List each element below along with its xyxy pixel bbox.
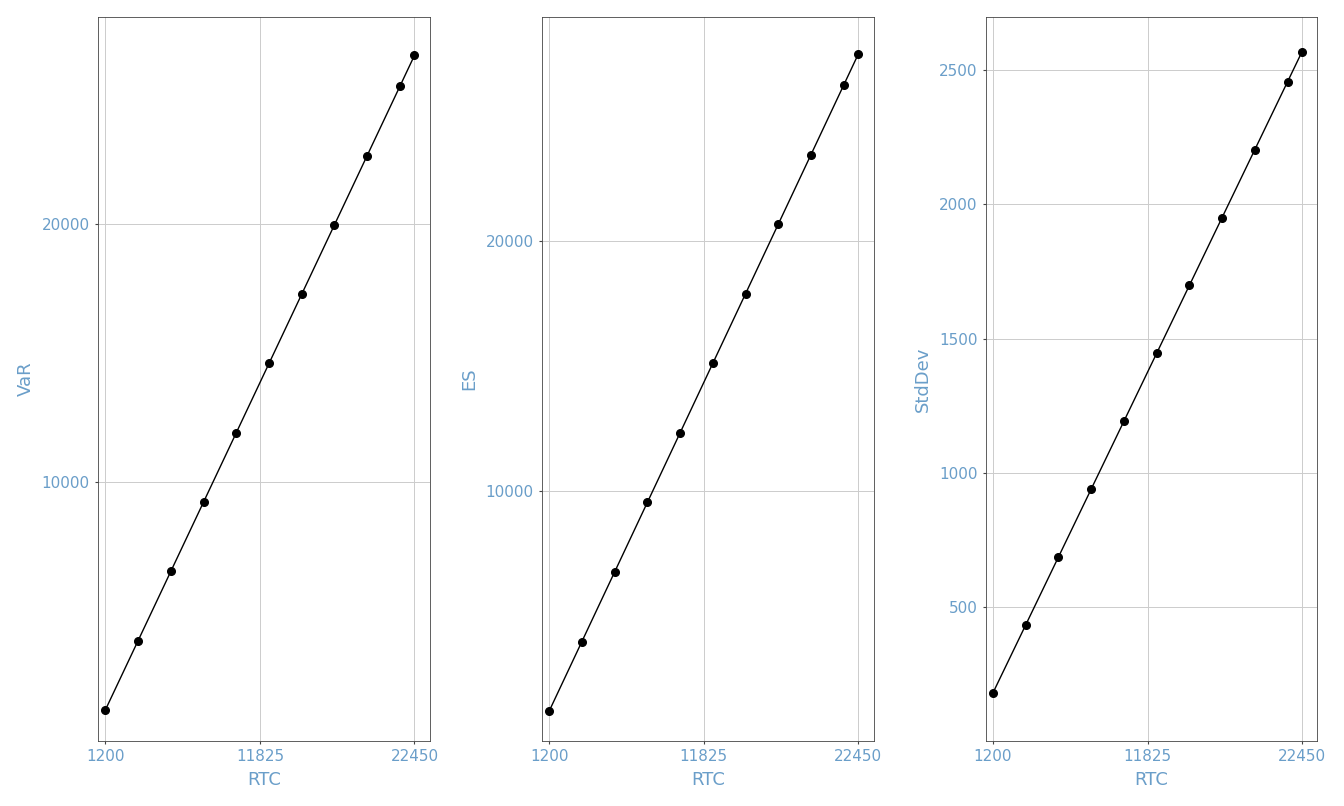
Y-axis label: StdDev: StdDev: [914, 346, 931, 412]
X-axis label: RTC: RTC: [691, 771, 724, 789]
Y-axis label: ES: ES: [461, 368, 478, 390]
X-axis label: RTC: RTC: [247, 771, 281, 789]
Y-axis label: VaR: VaR: [16, 362, 35, 397]
X-axis label: RTC: RTC: [1134, 771, 1168, 789]
